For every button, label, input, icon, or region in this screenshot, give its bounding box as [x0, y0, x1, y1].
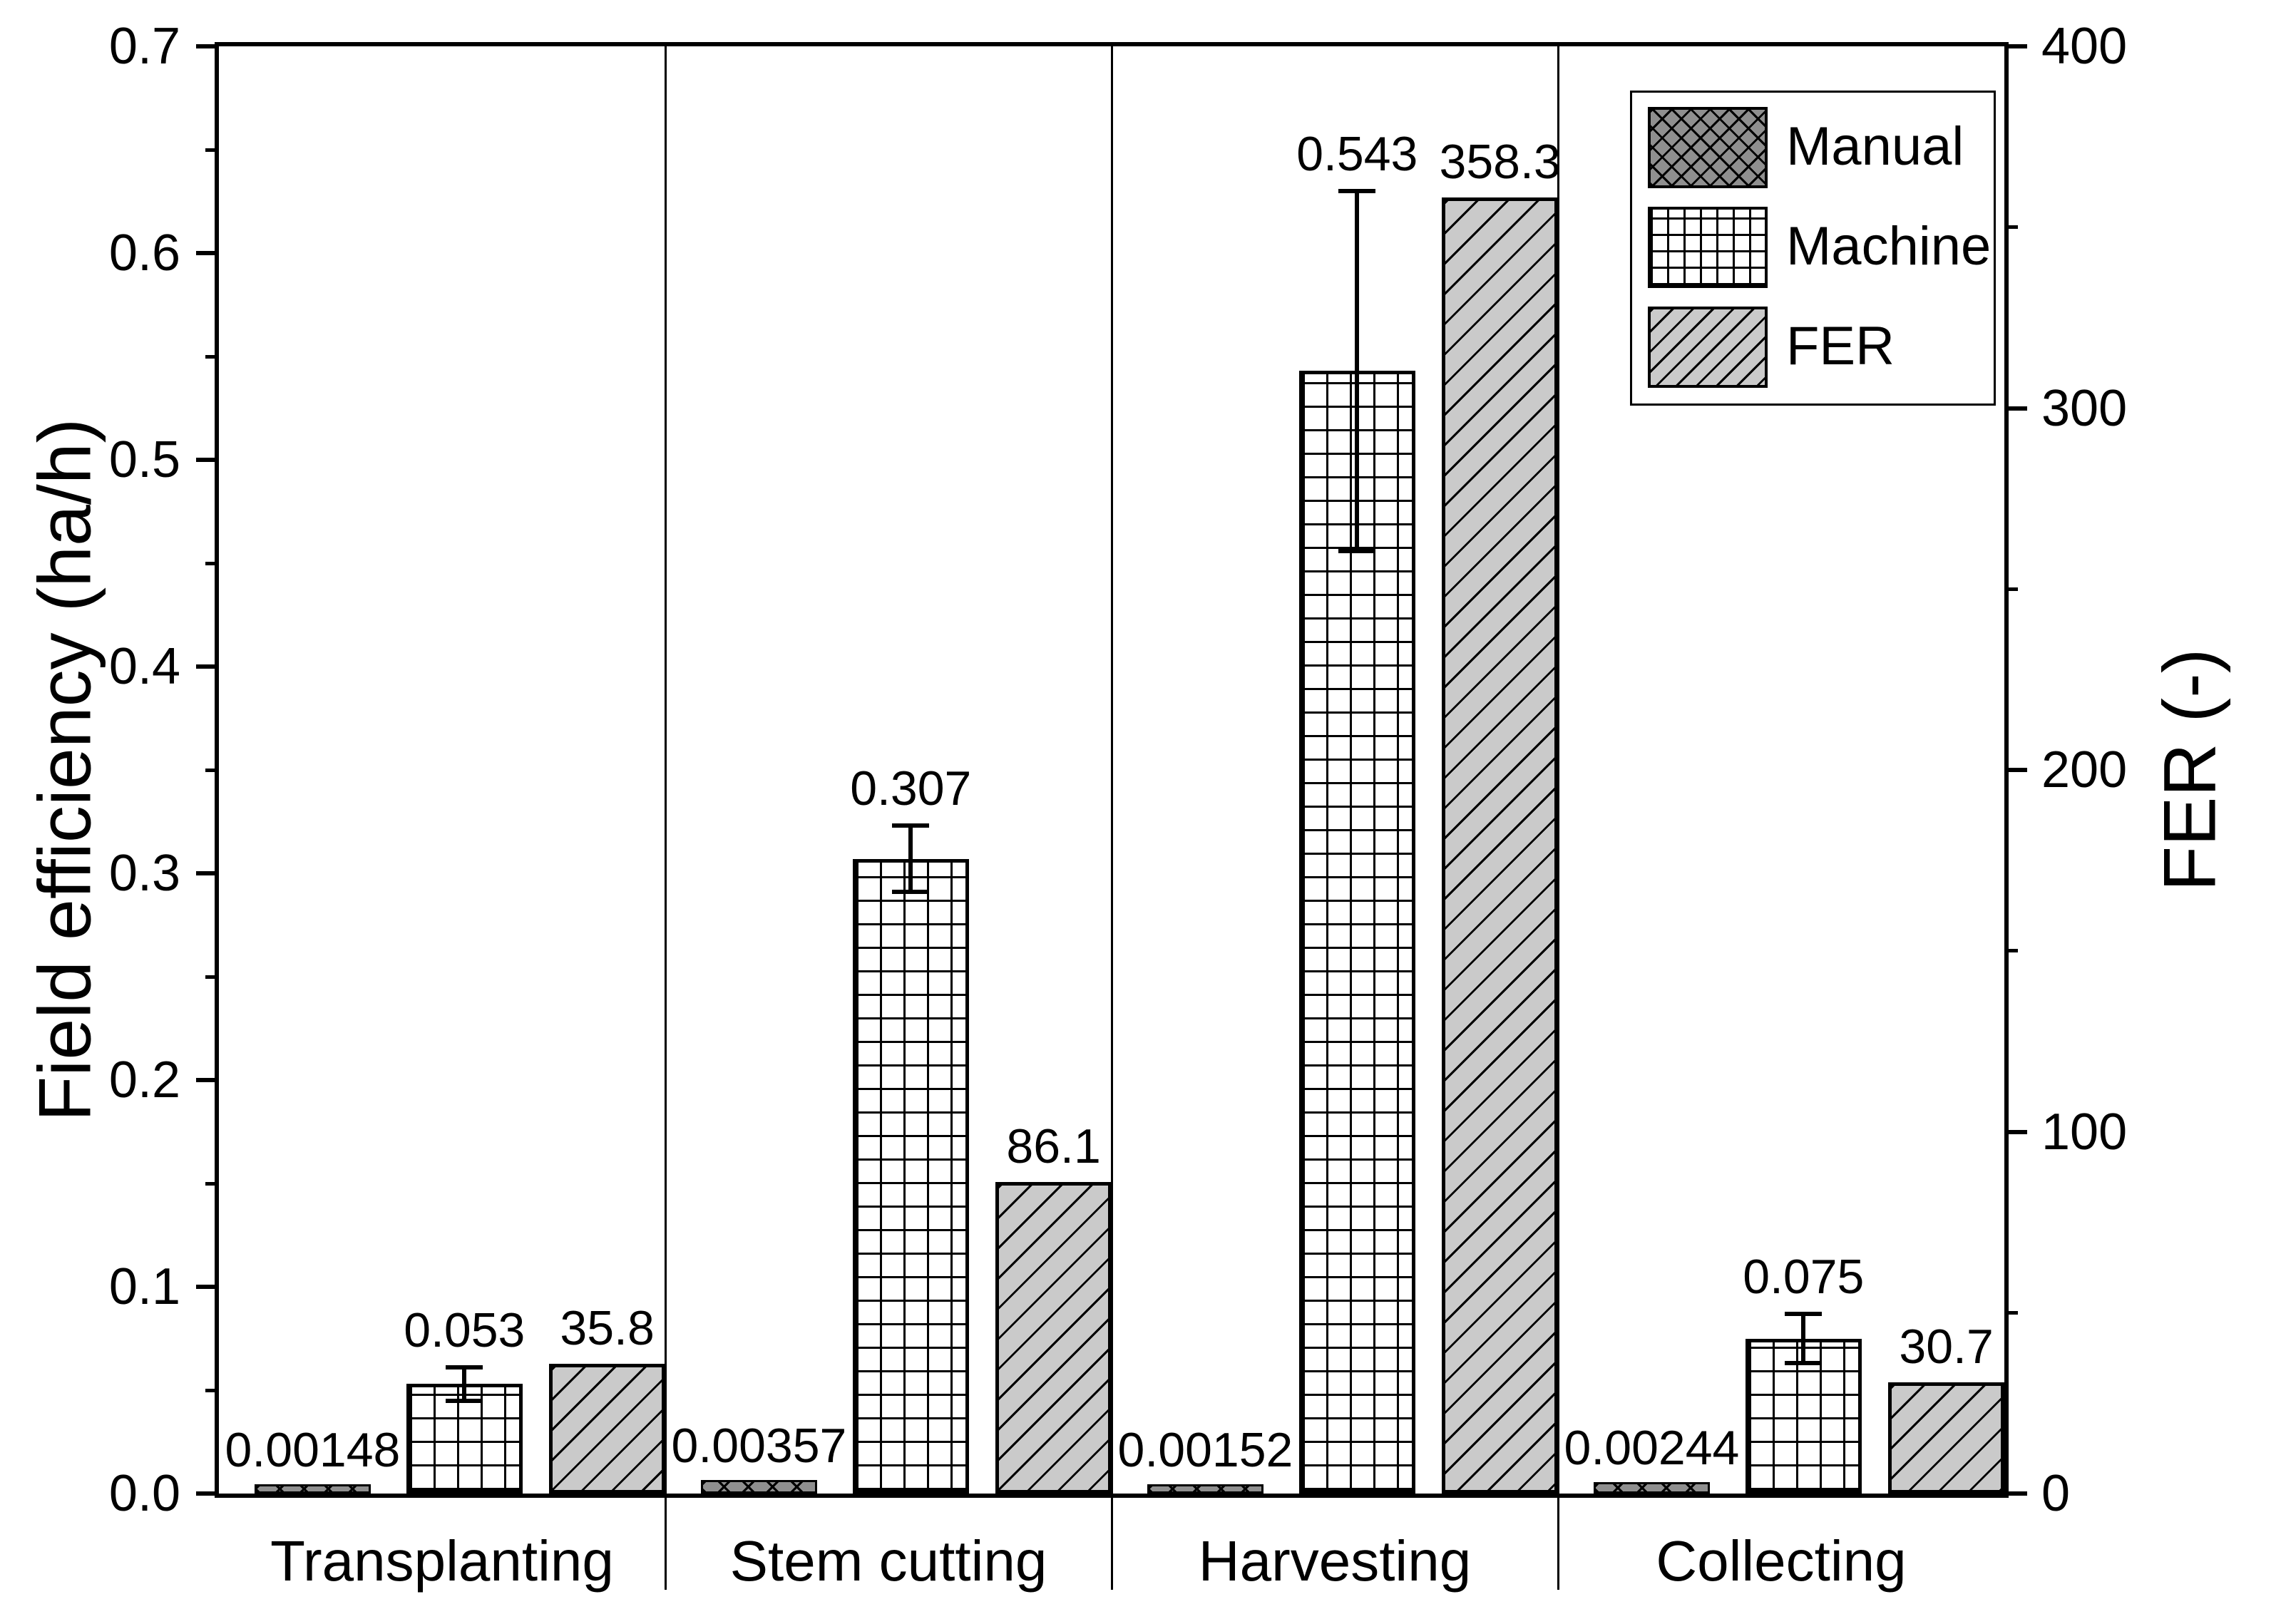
left-axis-major-tick — [196, 664, 219, 669]
error-bar-cap-top-3 — [1785, 1311, 1823, 1316]
value-label-fer-0: 35.8 — [560, 1301, 655, 1356]
group-divider-line — [1110, 46, 1113, 1590]
left-axis-major-tick — [196, 1078, 219, 1082]
left-axis-tick-label: 0.3 — [108, 845, 180, 902]
right-axis-tick-label: 200 — [2041, 741, 2128, 798]
left-axis-tick-label: 0.2 — [108, 1052, 180, 1109]
legend-label-machine: Machine — [1786, 216, 1992, 277]
right-axis-minor-tick — [2004, 587, 2018, 591]
error-bar-cap-bottom-1 — [892, 890, 930, 895]
legend-swatch-machine — [1648, 207, 1768, 288]
left-axis-major-tick — [196, 251, 219, 255]
left-axis-tick-label: 0.5 — [108, 431, 180, 488]
left-axis-minor-tick — [205, 1388, 219, 1392]
category-label: Transplanting — [270, 1529, 614, 1593]
bar-manual-3 — [1594, 1481, 1710, 1494]
error-bar-cap-top-2 — [1338, 189, 1376, 193]
bar-machine-1 — [852, 858, 969, 1494]
left-axis-minor-tick — [205, 354, 219, 359]
bar-fer-1 — [995, 1182, 1112, 1494]
value-label-manual-2: 0.00152 — [1117, 1422, 1293, 1477]
right-axis-minor-tick — [2004, 949, 2018, 953]
value-label-manual-3: 0.00244 — [1564, 1420, 1740, 1475]
left-axis-major-tick — [196, 458, 219, 462]
error-bar-line-0 — [462, 1367, 467, 1401]
error-bar-cap-top-0 — [446, 1365, 483, 1370]
bar-machine-0 — [406, 1384, 523, 1494]
error-bar-cap-bottom-0 — [446, 1398, 483, 1403]
legend-label-manual: Manual — [1786, 116, 1964, 177]
error-bar-cap-bottom-3 — [1785, 1361, 1823, 1366]
left-axis-minor-tick — [205, 1181, 219, 1186]
legend-swatch-manual — [1648, 107, 1768, 188]
left-axis-tick-label: 0.1 — [108, 1258, 180, 1315]
left-axis-tick-label: 0.4 — [108, 638, 180, 695]
left-axis-minor-tick — [205, 561, 219, 565]
error-bar-line-3 — [1801, 1313, 1806, 1364]
category-label: Stem cutting — [729, 1529, 1047, 1593]
left-axis-tick-label: 0.0 — [108, 1465, 180, 1522]
right-axis-major-tick — [2004, 1129, 2027, 1134]
left-axis-tick-label: 0.7 — [108, 18, 180, 75]
left-axis-title: Field efficiency (ha/h) — [24, 418, 107, 1122]
category-label: Harvesting — [1198, 1529, 1472, 1593]
right-axis-tick-label: 0 — [2041, 1465, 2071, 1522]
right-axis-tick-label: 400 — [2041, 18, 2128, 75]
left-axis-major-tick — [196, 1491, 219, 1496]
legend-box: Manual Machine FER — [1630, 91, 1996, 406]
bar-fer-2 — [1442, 197, 1558, 1494]
bar-fer-3 — [1888, 1382, 2004, 1494]
value-label-fer-3: 30.7 — [1899, 1320, 1994, 1374]
bar-fer-0 — [549, 1364, 665, 1494]
bar-machine-2 — [1298, 371, 1415, 1494]
group-divider-line — [664, 46, 667, 1590]
left-axis-major-tick — [196, 871, 219, 875]
group-divider-line — [1557, 46, 1559, 1590]
left-axis-minor-tick — [205, 975, 219, 979]
value-label-manual-1: 0.00357 — [671, 1418, 847, 1473]
value-label-machine-1: 0.307 — [850, 761, 972, 816]
bar-manual-0 — [255, 1484, 371, 1494]
value-label-fer-1: 86.1 — [1006, 1119, 1101, 1174]
left-axis-major-tick — [196, 44, 219, 48]
right-axis-title: FER (-) — [2148, 648, 2232, 892]
bar-machine-3 — [1745, 1338, 1862, 1494]
right-axis-minor-tick — [2004, 225, 2018, 230]
right-axis-minor-tick — [2004, 1310, 2018, 1315]
error-bar-line-2 — [1355, 191, 1360, 551]
error-bar-line-1 — [908, 826, 913, 893]
category-label: Collecting — [1656, 1529, 1907, 1593]
legend-swatch-fer — [1648, 307, 1768, 388]
value-label-machine-2: 0.543 — [1296, 127, 1418, 181]
left-axis-major-tick — [196, 1285, 219, 1289]
value-label-fer-2: 358.3 — [1439, 134, 1561, 189]
value-label-manual-0: 0.00148 — [225, 1422, 401, 1477]
legend-label-fer: FER — [1786, 316, 1895, 376]
value-label-machine-3: 0.075 — [1743, 1249, 1865, 1304]
left-axis-minor-tick — [205, 768, 219, 772]
left-axis-tick-label: 0.6 — [108, 225, 180, 282]
left-axis-minor-tick — [205, 148, 219, 152]
error-bar-cap-bottom-2 — [1338, 548, 1376, 553]
bar-manual-1 — [701, 1479, 817, 1494]
right-axis-major-tick — [2004, 768, 2027, 772]
bar-manual-2 — [1147, 1484, 1263, 1494]
right-axis-major-tick — [2004, 44, 2027, 48]
right-axis-tick-label: 100 — [2041, 1103, 2128, 1161]
right-axis-tick-label: 300 — [2041, 379, 2128, 437]
error-bar-cap-top-1 — [892, 823, 930, 828]
right-axis-major-tick — [2004, 406, 2027, 411]
right-axis-major-tick — [2004, 1491, 2027, 1496]
value-label-machine-0: 0.053 — [404, 1303, 526, 1358]
